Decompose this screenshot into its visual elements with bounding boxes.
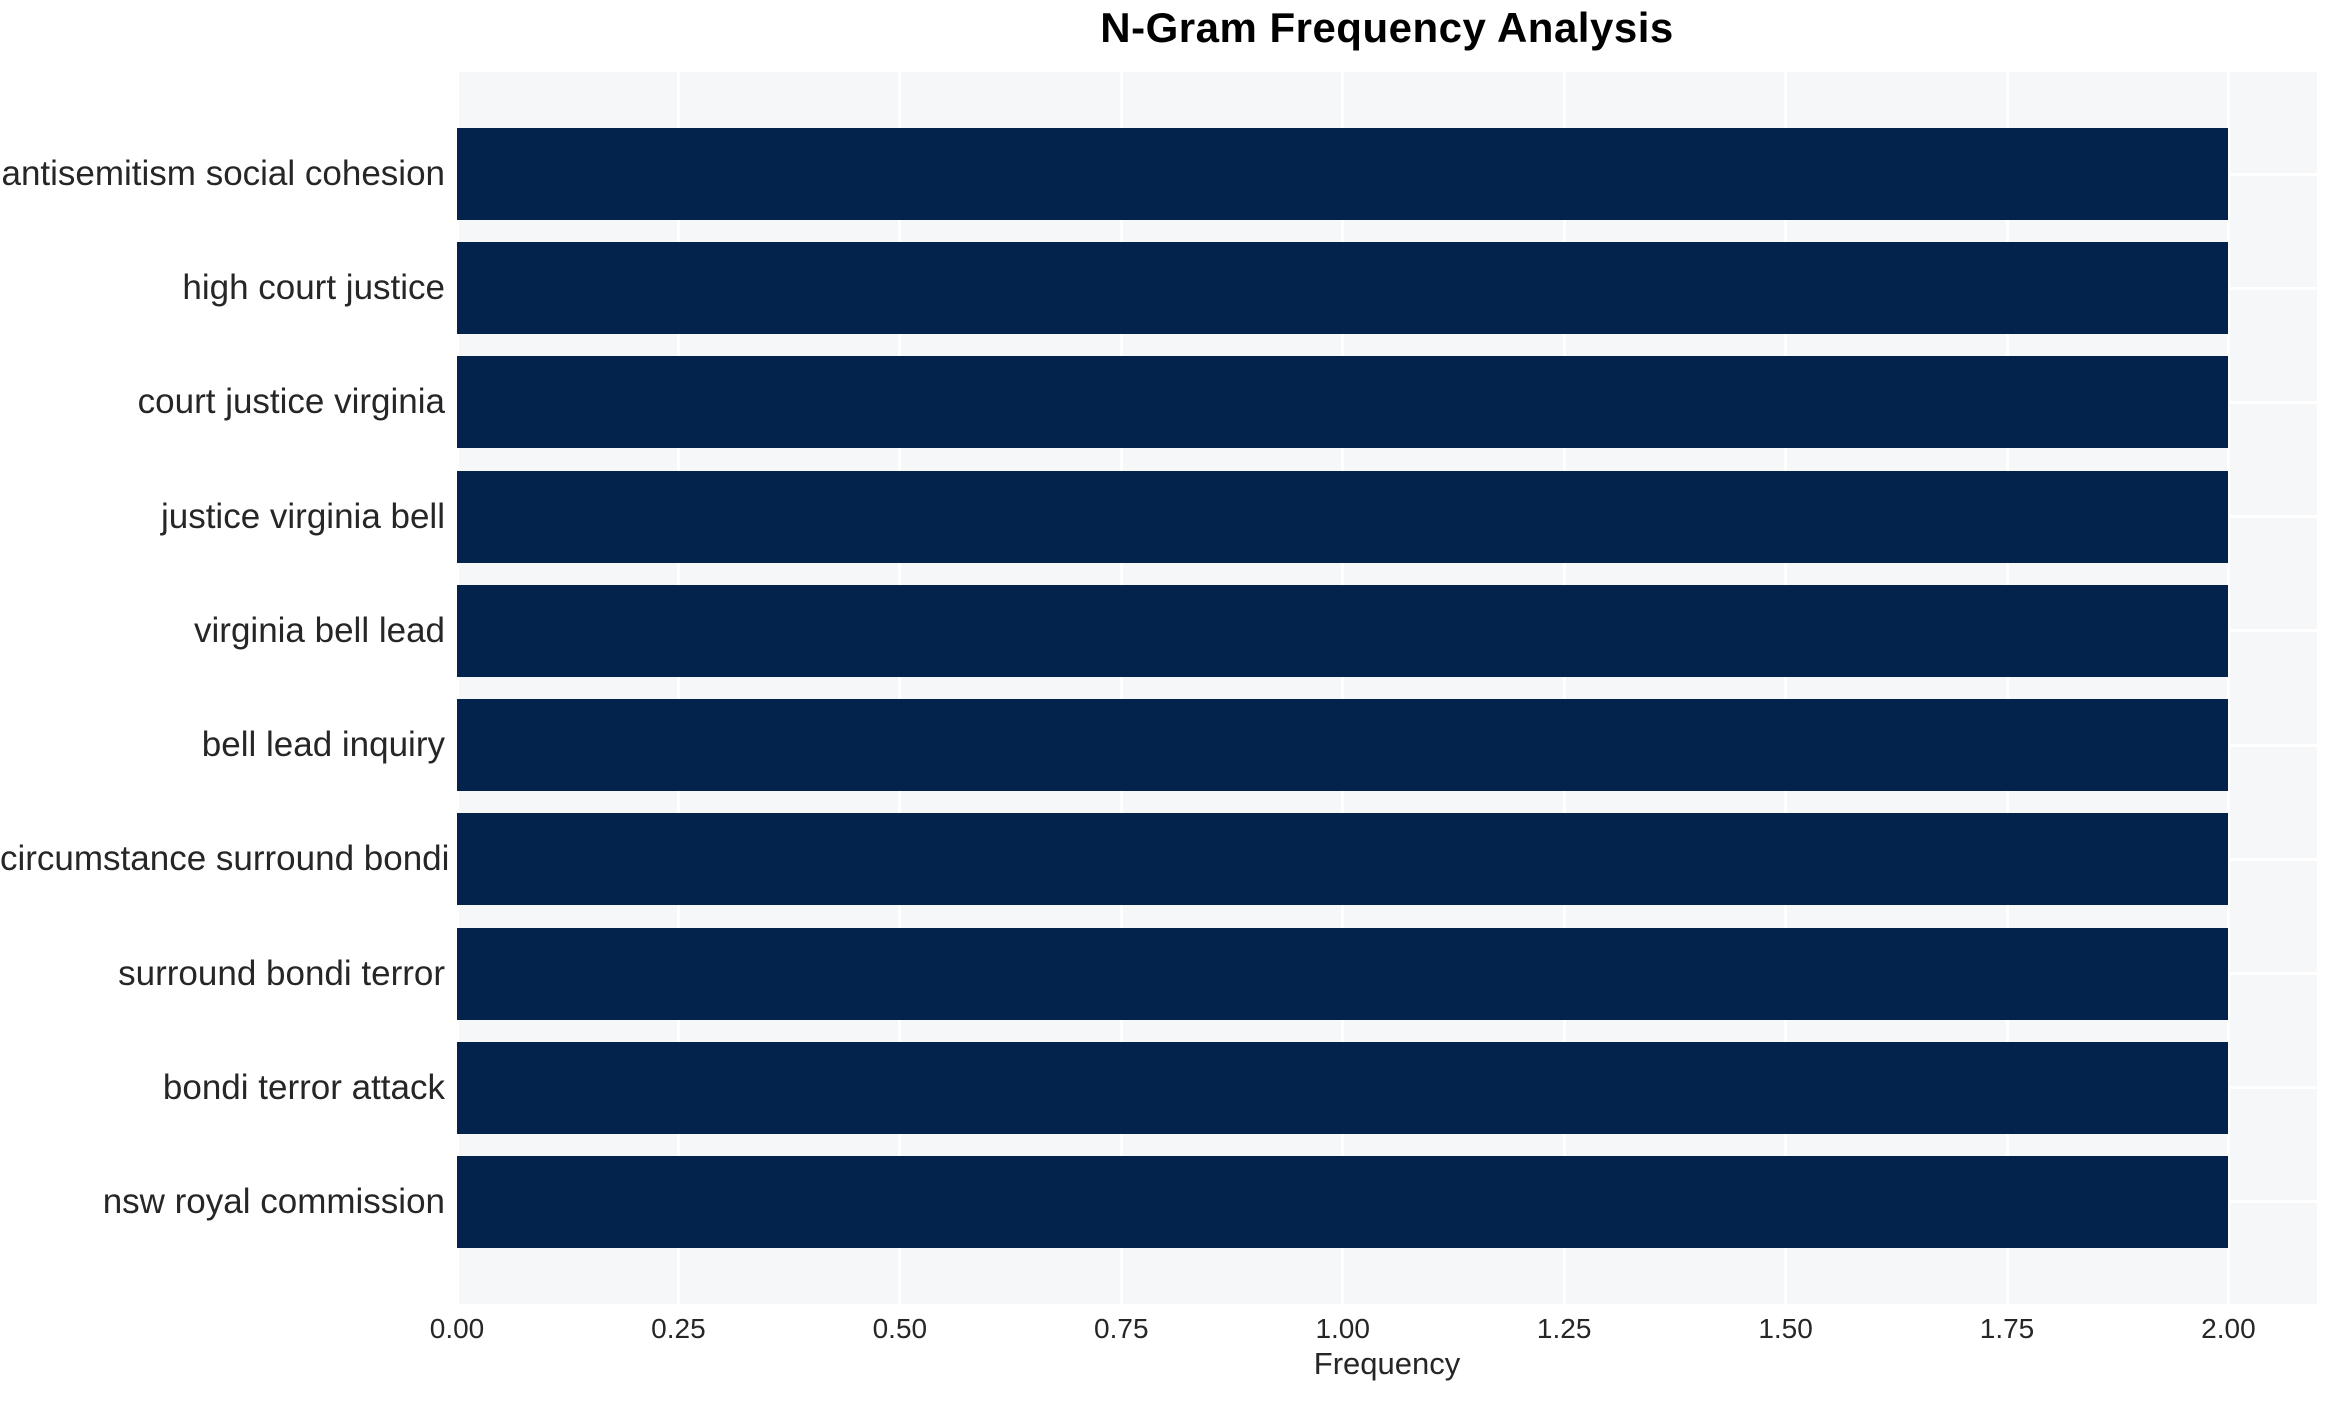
x-gridline — [2005, 72, 2009, 1304]
x-gridline — [1562, 72, 1566, 1304]
y-tick-label: bondi terror attack — [162, 1067, 445, 1107]
x-gridline — [676, 72, 680, 1304]
plot-area — [457, 72, 2317, 1304]
x-tick-label: 1.00 — [1315, 1313, 1370, 1344]
y-tick-label: bell lead inquiry — [201, 725, 445, 765]
y-tick-label: high court justice — [182, 268, 445, 308]
y-tick-label: circumstance surround bondi — [0, 839, 450, 879]
x-tick-label: 1.75 — [1979, 1313, 2035, 1344]
y-tick-label: antisemitism social cohesion — [1, 154, 445, 193]
y-tick-label: court justice virginia — [137, 382, 445, 422]
y-tick-label: virginia bell lead — [194, 610, 445, 650]
bar — [457, 813, 2229, 906]
x-axis-title: Frequency — [1313, 1346, 1461, 1381]
x-tick-label: 0.25 — [651, 1313, 706, 1344]
chart-title: N-Gram Frequency Analysis — [1100, 4, 1674, 51]
x-gridline — [457, 72, 459, 1304]
y-tick-label: surround bondi terror — [118, 953, 445, 993]
x-tick-label: 1.50 — [1758, 1313, 1813, 1344]
x-tick-label: 0.50 — [872, 1313, 928, 1344]
x-gridline — [2226, 72, 2230, 1304]
bar — [457, 356, 2229, 449]
bar — [457, 584, 2229, 677]
x-gridline — [1119, 72, 1123, 1304]
bar — [457, 1155, 2229, 1248]
x-tick-label: 0.75 — [1094, 1313, 1149, 1344]
x-gridline — [1341, 72, 1345, 1304]
x-gridline — [1784, 72, 1788, 1304]
y-tick-label: justice virginia bell — [160, 496, 445, 536]
bar — [457, 1041, 2229, 1134]
bar — [457, 927, 2229, 1020]
bar — [457, 699, 2229, 792]
x-tick-label: 0.00 — [429, 1313, 485, 1344]
bar — [457, 470, 2229, 563]
x-tick-label: 1.25 — [1536, 1313, 1592, 1344]
x-tick-label: 2.00 — [2201, 1313, 2256, 1344]
bar — [457, 128, 2229, 220]
bar — [457, 242, 2229, 335]
y-tick-label: nsw royal commission — [102, 1181, 445, 1221]
x-gridline — [898, 72, 902, 1304]
